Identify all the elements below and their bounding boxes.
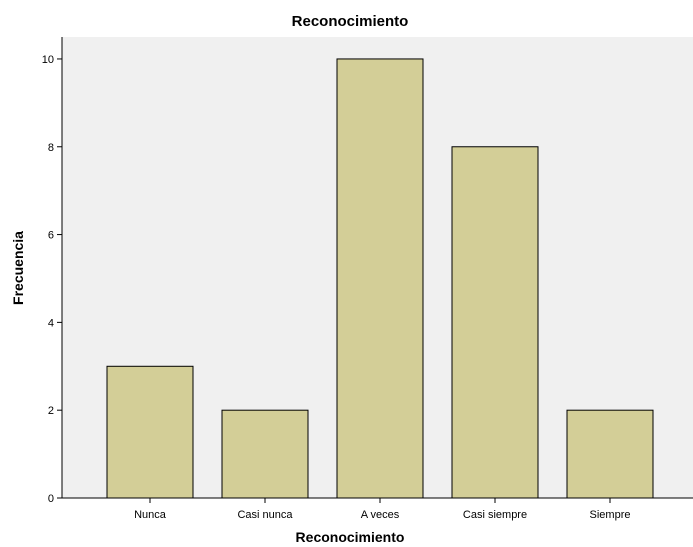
x-axis-ticks: Nunca Casi nunca A veces Casi siempre Siempr… xyxy=(134,498,630,521)
bar-siempre xyxy=(566,409,654,499)
y-tick-label: 8 xyxy=(48,142,54,154)
bar-casi-siempre xyxy=(451,146,539,499)
y-tick-label: 10 xyxy=(42,54,54,66)
x-tick-label: Casi nunca xyxy=(237,509,293,521)
bar-a-veces xyxy=(336,58,424,499)
y-tick-label: 0 xyxy=(48,493,54,505)
x-tick-label: A veces xyxy=(361,509,400,521)
x-tick-label: Casi siempre xyxy=(463,509,527,521)
y-tick-label: 2 xyxy=(48,405,54,417)
y-tick-label: 4 xyxy=(48,317,54,329)
y-tick-label: 6 xyxy=(48,230,54,242)
y-axis-ticks: 0 2 4 6 8 10 xyxy=(42,54,62,505)
bar-casi-nunca xyxy=(221,409,309,499)
chart-title: Reconocimiento xyxy=(292,13,409,30)
y-axis-label: Frecuencia xyxy=(10,231,26,305)
x-axis-label: Reconocimiento xyxy=(296,529,405,545)
bars-group xyxy=(106,58,654,499)
bar-nunca xyxy=(106,365,194,499)
x-tick-label: Nunca xyxy=(134,509,167,521)
x-tick-label: Siempre xyxy=(590,509,631,521)
